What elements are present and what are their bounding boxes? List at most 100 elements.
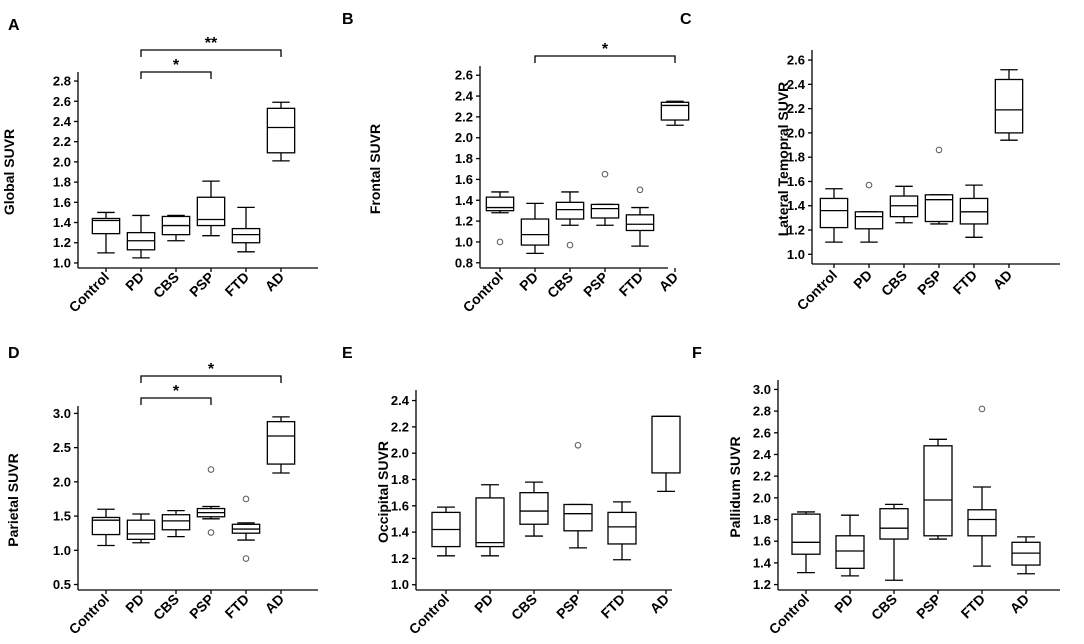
y-tick-label: 2.4 bbox=[787, 77, 806, 92]
box-psp bbox=[590, 170, 620, 226]
outlier-point bbox=[242, 555, 250, 562]
y-tick-label: 2.2 bbox=[455, 109, 473, 124]
iqr-box bbox=[879, 508, 909, 540]
y-tick-label: 1.4 bbox=[53, 215, 72, 230]
y-tick-label: 2.4 bbox=[391, 393, 410, 408]
significance-bracket bbox=[534, 55, 676, 63]
y-tick-label: 1.4 bbox=[391, 525, 410, 540]
category-label: FTD bbox=[222, 591, 253, 622]
significance-bracket bbox=[140, 397, 212, 405]
y-tick-label: 1.4 bbox=[455, 193, 474, 208]
category-label: FTD bbox=[598, 591, 629, 622]
box-psp bbox=[196, 466, 226, 536]
significance-bracket bbox=[140, 375, 282, 383]
box-ftd bbox=[231, 495, 261, 562]
y-tick-label: 2.0 bbox=[53, 154, 71, 169]
iqr-box bbox=[519, 492, 549, 525]
category-label: PD bbox=[831, 591, 856, 616]
box-psp bbox=[923, 438, 953, 540]
outlier-point bbox=[935, 146, 943, 154]
outlier-point bbox=[207, 466, 215, 473]
y-tick-label: 0.5 bbox=[53, 577, 71, 592]
category-label: PSP bbox=[913, 591, 944, 622]
category-label: AD bbox=[1006, 591, 1032, 617]
outlier-point bbox=[207, 529, 215, 536]
outlier-point bbox=[636, 186, 644, 194]
category-label: AD bbox=[646, 591, 672, 617]
category-label: CBS bbox=[544, 269, 576, 301]
y-tick-label: 1.8 bbox=[53, 175, 71, 190]
category-label: FTD bbox=[222, 269, 253, 300]
y-tick-label: 0.8 bbox=[455, 255, 473, 270]
box-ad bbox=[266, 416, 296, 474]
y-axis-label: Global SUVR bbox=[1, 129, 17, 215]
category-label: CBS bbox=[150, 269, 182, 301]
iqr-box bbox=[854, 211, 884, 230]
category-label: PD bbox=[850, 267, 875, 292]
category-label: CBS bbox=[868, 591, 900, 623]
iqr-box bbox=[563, 503, 593, 532]
y-tick-label: 1.6 bbox=[753, 534, 771, 549]
box-pd bbox=[475, 484, 505, 557]
y-tick-label: 1.0 bbox=[391, 577, 409, 592]
box-ftd bbox=[959, 184, 989, 238]
outlier-point bbox=[601, 170, 609, 178]
panel-label: E bbox=[342, 345, 353, 362]
panel-f: F Pallidum SUVR 1.2 1.4 1.6 1.8 2.0 2.2 2.4 2.6 2.… bbox=[692, 345, 1060, 637]
y-tick-label: 1.2 bbox=[753, 577, 771, 592]
panel-d: D Parietal SUVR 0.5 1.0 1.5 2.0 2.5 3.0 Control P… bbox=[5, 345, 318, 637]
y-tick-label: 1.2 bbox=[391, 551, 409, 566]
iqr-box bbox=[126, 519, 156, 541]
outlier-point bbox=[566, 241, 574, 249]
iqr-box bbox=[161, 514, 191, 531]
category-label: AD bbox=[989, 267, 1015, 293]
y-tick-label: 1.4 bbox=[753, 555, 772, 570]
category-label: AD bbox=[655, 269, 681, 295]
panel-label: F bbox=[692, 345, 702, 362]
category-label: PD bbox=[122, 591, 147, 616]
iqr-box bbox=[835, 535, 865, 569]
iqr-box bbox=[266, 107, 296, 154]
iqr-box bbox=[266, 420, 296, 465]
box-pd bbox=[126, 513, 156, 544]
y-tick-label: 1.6 bbox=[391, 498, 409, 513]
y-tick-label: 2.0 bbox=[391, 446, 409, 461]
y-tick-label: 2.0 bbox=[787, 125, 805, 140]
category-label: FTD bbox=[950, 267, 981, 298]
box-control bbox=[91, 508, 121, 547]
category-label: Control bbox=[66, 269, 113, 316]
iqr-box bbox=[231, 227, 261, 244]
panel-a: A Global SUVR 1.0 1.2 1.4 1.6 1.8 2.0 2.2 2.4 2.6 2… bbox=[1, 17, 318, 315]
category-label: FTD bbox=[616, 269, 647, 300]
iqr-box bbox=[485, 196, 515, 212]
y-tick-label: 3.0 bbox=[753, 382, 771, 397]
y-tick-label: 2.6 bbox=[787, 53, 805, 68]
y-tick-label: 2.0 bbox=[53, 474, 71, 489]
significance-label: * bbox=[208, 361, 215, 378]
y-tick-label: 2.6 bbox=[753, 425, 771, 440]
box-psp bbox=[563, 442, 593, 549]
y-tick-label: 2.4 bbox=[53, 114, 72, 129]
y-axis-label: Lateral Temopral SUVR bbox=[775, 82, 791, 237]
category-label: Control bbox=[66, 591, 113, 638]
iqr-box bbox=[91, 516, 121, 536]
category-label: PD bbox=[122, 269, 147, 294]
category-label: Control bbox=[794, 267, 841, 314]
iqr-box bbox=[555, 201, 585, 220]
iqr-box bbox=[819, 197, 849, 229]
y-tick-label: 3.0 bbox=[53, 406, 71, 421]
y-tick-label: 1.8 bbox=[391, 472, 409, 487]
panel-label: B bbox=[342, 11, 354, 28]
iqr-box bbox=[520, 218, 550, 246]
box-ad bbox=[994, 69, 1024, 141]
box-pd bbox=[854, 181, 884, 243]
y-tick-label: 1.4 bbox=[787, 198, 806, 213]
significance-label: * bbox=[173, 57, 180, 74]
box-ftd bbox=[231, 206, 261, 253]
category-label: CBS bbox=[878, 267, 910, 299]
box-ad bbox=[266, 101, 296, 162]
outlier-point bbox=[865, 181, 873, 189]
panel-label: C bbox=[680, 11, 692, 28]
iqr-box bbox=[625, 214, 655, 232]
